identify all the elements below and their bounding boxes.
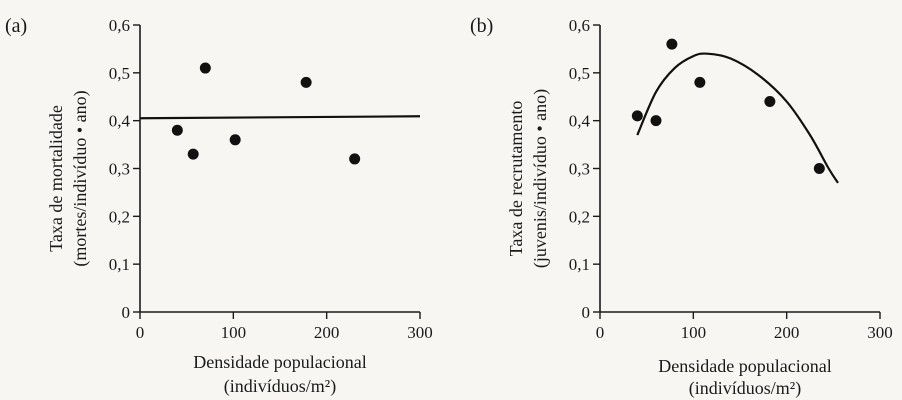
y-axis-title-b: Taxa de recrutamento: [506, 101, 526, 257]
data-point-b: [631, 110, 643, 122]
y-tick-label-a: 0,2: [109, 207, 130, 226]
y-axis-title-a: Taxa de mortalidade: [46, 105, 66, 252]
x-axis-unit-b: (indivíduos/m²): [689, 378, 801, 399]
data-point-a: [171, 124, 183, 136]
x-tick-label-b: 200: [774, 323, 800, 342]
x-tick-label-b: 300: [867, 323, 893, 342]
data-point-a: [187, 148, 199, 160]
data-point-b: [694, 76, 706, 88]
fit-line-a: [139, 115, 421, 120]
data-point-b: [650, 115, 662, 127]
x-tick-label-a: 100: [221, 323, 247, 342]
fit-curve-b: [636, 52, 839, 184]
y-tick-label-a: 0,6: [109, 16, 130, 35]
panel-label-b: (b): [470, 15, 493, 37]
y-tick-label-a: 0,5: [109, 64, 130, 83]
y-tick-label-a: 0,4: [109, 112, 131, 131]
data-point-a: [349, 153, 361, 165]
data-point-a: [300, 76, 312, 88]
y-tick-label-b: 0,5: [569, 64, 590, 83]
data-point-b: [666, 38, 678, 50]
y-tick-label-b: 0,3: [569, 160, 590, 179]
panel-b: (b) 0 0,1 0,2 0,3 0,4 0,5 0,6 0 100 200 300 Taxa de …: [470, 15, 893, 399]
x-axis-title-b: Densidade populacional: [658, 356, 831, 376]
y-axis-unit-a: (mortes/indivíduo • ano): [70, 90, 91, 266]
x-tick-label-a: 300: [407, 323, 433, 342]
y-tick-label-b: 0,6: [569, 16, 590, 35]
x-tick-label-a: 200: [314, 323, 340, 342]
y-tick-label-b: 0,1: [569, 255, 590, 274]
y-tick-label-a: 0,1: [109, 255, 130, 274]
panel-a: (a) 0 0,1 0,2 0,3 0,4 0,5 0,6 0 100 200 300 Taxa de …: [5, 15, 433, 397]
x-axis-unit-a: (indivíduos/m²): [224, 376, 336, 397]
x-tick-label-b: 100: [681, 323, 707, 342]
y-tick-label-a: 0: [122, 303, 131, 322]
y-tick-label-b: 0,2: [569, 207, 590, 226]
panel-label-a: (a): [5, 15, 27, 37]
x-tick-label-b: 0: [596, 323, 605, 342]
data-point-a: [229, 134, 241, 146]
y-axis-unit-b: (juvenis/indivíduo • ano): [530, 89, 551, 268]
data-point-b: [813, 163, 825, 174]
y-tick-label-a: 0,3: [109, 160, 130, 179]
x-tick-label-a: 0: [136, 323, 145, 342]
y-tick-label-b: 0,4: [569, 112, 591, 131]
data-point-b: [764, 96, 776, 108]
data-point-a: [199, 62, 211, 74]
x-axis-title-a: Densidade populacional: [193, 352, 366, 372]
y-tick-label-b: 0: [582, 303, 591, 322]
